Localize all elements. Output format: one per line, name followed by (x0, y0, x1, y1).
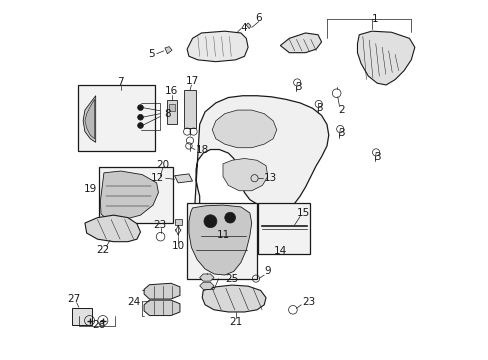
Text: 25: 25 (224, 274, 238, 284)
Polygon shape (212, 110, 276, 148)
Text: 27: 27 (67, 294, 81, 304)
Polygon shape (164, 46, 172, 54)
Text: 24: 24 (127, 297, 140, 307)
Text: 20: 20 (156, 159, 169, 170)
Text: 21: 21 (228, 317, 242, 327)
Bar (78, 85, 155, 151)
Text: 23: 23 (153, 220, 166, 230)
Text: 3: 3 (337, 129, 344, 138)
Circle shape (137, 105, 143, 111)
Polygon shape (85, 99, 94, 139)
Polygon shape (144, 300, 180, 316)
Text: 26: 26 (92, 320, 106, 330)
Polygon shape (83, 96, 96, 142)
Polygon shape (184, 90, 196, 128)
Polygon shape (194, 96, 328, 214)
Text: 23: 23 (301, 297, 314, 307)
Circle shape (224, 212, 235, 223)
Text: 3: 3 (373, 152, 380, 162)
Bar (72, 309, 92, 324)
Bar (258, 203, 309, 253)
Text: 5: 5 (148, 49, 154, 59)
Polygon shape (246, 23, 250, 29)
Text: 8: 8 (164, 109, 170, 119)
Circle shape (137, 114, 143, 120)
Text: 2: 2 (337, 105, 344, 115)
Text: 4: 4 (241, 23, 247, 33)
Text: 14: 14 (273, 246, 286, 256)
Text: 3: 3 (316, 103, 323, 113)
Polygon shape (199, 274, 214, 281)
Text: 17: 17 (185, 76, 199, 86)
Text: 15: 15 (296, 208, 310, 218)
Polygon shape (85, 215, 140, 242)
Text: 6: 6 (255, 13, 262, 23)
Polygon shape (357, 31, 414, 85)
Text: 10: 10 (171, 241, 184, 251)
Polygon shape (223, 158, 267, 191)
Polygon shape (188, 205, 251, 275)
Text: 12: 12 (150, 173, 163, 183)
Text: 9: 9 (264, 266, 270, 276)
Text: 3: 3 (294, 82, 301, 92)
Polygon shape (202, 285, 265, 312)
Polygon shape (187, 31, 247, 62)
Text: 7: 7 (117, 77, 124, 87)
Text: 1: 1 (371, 14, 378, 24)
Polygon shape (280, 33, 321, 53)
Bar (99, 167, 172, 223)
Polygon shape (169, 104, 175, 111)
Circle shape (203, 215, 217, 228)
Text: 11: 11 (216, 230, 229, 239)
Text: 19: 19 (84, 184, 97, 194)
Polygon shape (174, 219, 182, 225)
Text: 22: 22 (96, 245, 109, 255)
Text: 13: 13 (264, 173, 277, 183)
Text: 16: 16 (164, 86, 177, 96)
Bar (187, 203, 257, 279)
Polygon shape (144, 283, 180, 299)
Polygon shape (100, 171, 158, 220)
Text: 18: 18 (196, 144, 209, 154)
Polygon shape (174, 174, 192, 183)
Polygon shape (199, 282, 214, 289)
Circle shape (137, 123, 143, 129)
Polygon shape (167, 100, 177, 125)
